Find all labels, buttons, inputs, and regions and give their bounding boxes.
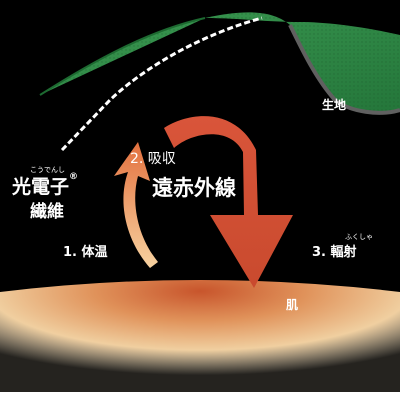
fiber-ruby: こうでんし	[30, 166, 65, 174]
fabric-cloth	[39, 12, 400, 115]
far-infrared-label: 遠赤外線	[152, 176, 236, 200]
photoelectron-thread	[60, 16, 263, 152]
registered-mark: ®	[69, 172, 79, 182]
body-heat-label: 1. 体温	[63, 245, 108, 260]
fiber-label-line1: 光電子®	[12, 172, 78, 199]
fiber-label-line2: 繊維	[30, 202, 64, 222]
fabric-label: 生地	[322, 98, 347, 112]
absorb-label: 2. 吸収	[130, 151, 176, 167]
radiation-label: 3. 輻射	[312, 245, 357, 260]
radiation-ruby: ふくしゃ	[345, 233, 373, 241]
skin-shape	[0, 280, 400, 392]
skin-label: 肌	[286, 298, 299, 312]
body-heat-arrow	[114, 142, 158, 268]
far-infrared-arrow	[164, 116, 293, 288]
fiber-text: 光電子	[12, 176, 70, 198]
